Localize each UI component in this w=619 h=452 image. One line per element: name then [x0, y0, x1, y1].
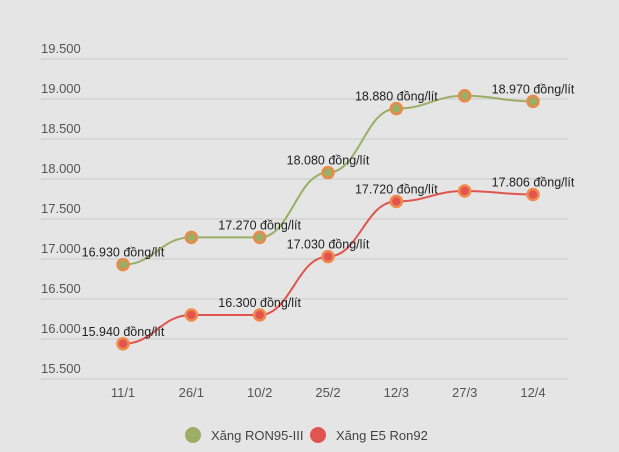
data-label: 17.720 đồng/lít	[355, 182, 438, 196]
data-label: 18.970 đồng/lít	[492, 82, 575, 96]
data-label: 17.270 đồng/lít	[218, 218, 301, 232]
data-point[interactable]	[116, 337, 130, 351]
data-point[interactable]	[252, 230, 267, 245]
y-tick-label: 15.500	[41, 361, 81, 376]
data-point[interactable]	[389, 194, 404, 209]
legend-marker[interactable]	[310, 427, 326, 443]
data-label: 15.940 đồng/lít	[82, 325, 165, 339]
x-tick-label: 25/2	[315, 385, 340, 400]
x-tick-label: 27/3	[452, 385, 477, 400]
x-tick-label: 11/1	[111, 385, 135, 400]
legend-marker[interactable]	[185, 427, 201, 443]
y-tick-label: 19.500	[41, 41, 81, 56]
y-tick-label: 18.000	[41, 161, 81, 176]
y-tick-label: 16.500	[41, 281, 81, 296]
x-tick-label: 12/3	[384, 385, 409, 400]
data-point[interactable]	[184, 230, 199, 245]
data-label: 17.030 đồng/lít	[287, 238, 370, 252]
x-tick-label: 10/2	[247, 385, 272, 400]
data-label: 18.880 đồng/lít	[355, 90, 438, 104]
data-point[interactable]	[526, 94, 540, 109]
data-point[interactable]	[116, 257, 130, 272]
y-tick-label: 16.000	[41, 321, 81, 336]
data-label: 17.806 đồng/lít	[492, 176, 575, 190]
y-tick-label: 17.000	[41, 241, 81, 256]
data-point[interactable]	[389, 101, 404, 116]
data-label: 18.080 đồng/lít	[287, 154, 370, 168]
data-point[interactable]	[457, 89, 472, 103]
data-point[interactable]	[252, 308, 267, 322]
data-label: 16.300 đồng/lít	[218, 296, 301, 310]
data-label: 16.930 đồng/lít	[82, 246, 165, 260]
legend-label[interactable]: Xăng RON95-III	[211, 428, 304, 443]
data-point[interactable]	[184, 308, 199, 322]
y-tick-label: 17.500	[41, 201, 81, 216]
y-tick-label: 19.000	[41, 81, 81, 96]
legend-label[interactable]: Xăng E5 Ron92	[336, 428, 428, 443]
data-point[interactable]	[321, 165, 335, 180]
series-line-1	[122, 189, 534, 345]
data-point[interactable]	[526, 187, 540, 202]
x-tick-label: 26/1	[179, 385, 204, 400]
y-tick-label: 18.500	[41, 121, 81, 136]
data-point[interactable]	[321, 249, 335, 264]
x-tick-label: 12/4	[520, 385, 545, 400]
data-point[interactable]	[457, 184, 472, 198]
